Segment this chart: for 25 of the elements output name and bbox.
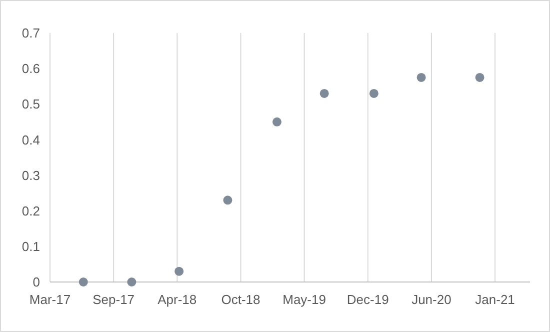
x-tick-label: Jun-20 [412, 292, 452, 307]
point [272, 117, 282, 126]
point [223, 196, 232, 205]
x-tick-label: Mar-17 [29, 292, 71, 307]
point [174, 266, 184, 276]
y-tick-label: 0.2 [22, 203, 40, 218]
point [416, 72, 426, 82]
y-tick-label: 0 [32, 274, 40, 290]
x-tick-label: Dec-19 [346, 292, 389, 307]
point [369, 88, 378, 98]
point [475, 72, 484, 82]
y-tick-label: 0.3 [22, 168, 40, 183]
point [320, 88, 329, 98]
y-tick-label: 0.1 [22, 238, 40, 254]
point [78, 278, 88, 286]
x-tick-label: Sep-17 [92, 292, 135, 307]
point [127, 278, 136, 286]
x-tick-label: May-19 [282, 292, 326, 307]
y-tick-label: 0.6 [22, 61, 40, 76]
x-tick-label: Oct-18 [221, 292, 260, 307]
y-tick-label: 0.7 [22, 26, 40, 41]
x-tick-label: Jan-21 [475, 292, 515, 307]
y-tick-label: 0.4 [22, 132, 40, 148]
x-tick-label: Apr-18 [158, 292, 197, 307]
y-tick-label: 0.5 [22, 96, 40, 112]
